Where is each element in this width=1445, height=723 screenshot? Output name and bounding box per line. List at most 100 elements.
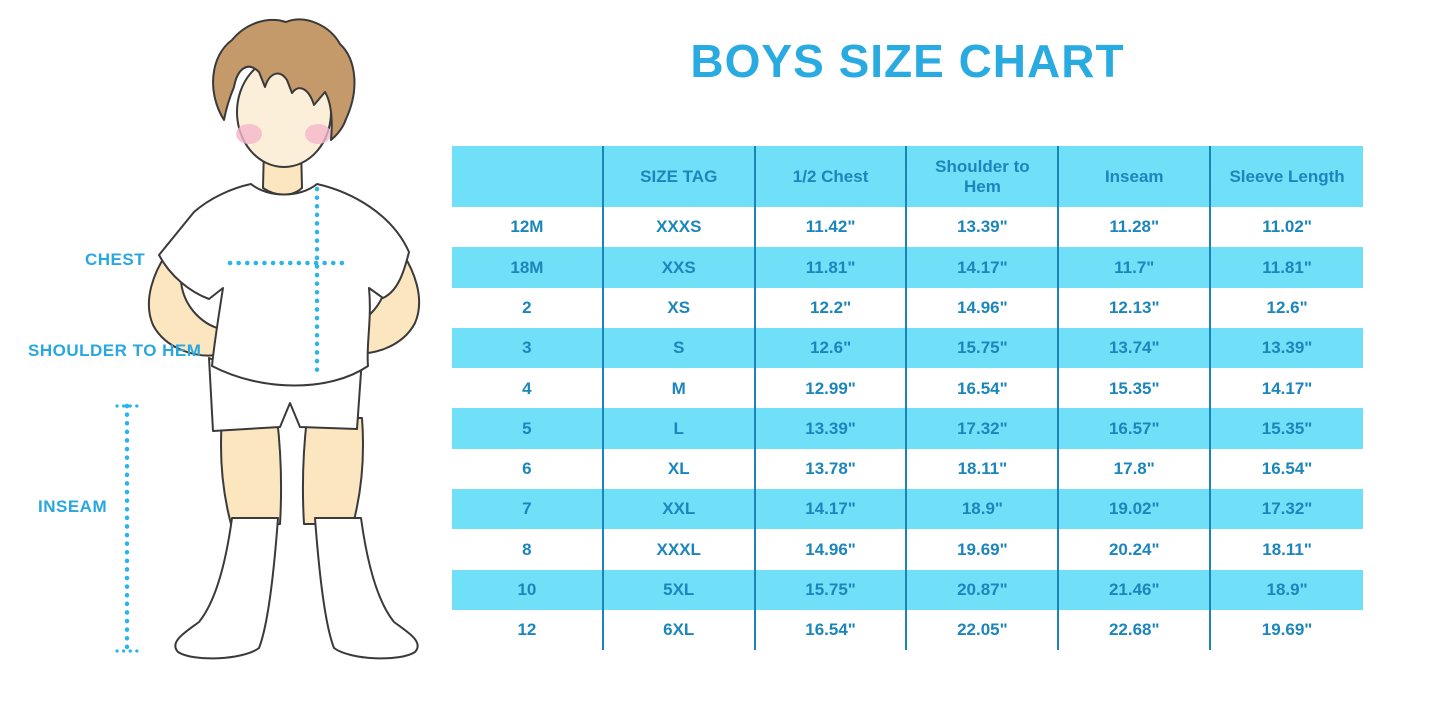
table-cell: 12 <box>452 609 604 651</box>
header-cell: 1/2 Chest <box>756 146 908 207</box>
table-cell: 16.57" <box>1059 408 1212 449</box>
table-cell: 16.54" <box>907 368 1060 409</box>
table-cell: 12M <box>452 207 604 248</box>
table-cell: 15.75" <box>756 569 908 610</box>
table-cell: 13.74" <box>1059 327 1212 369</box>
table-cell: L <box>604 408 756 449</box>
shoulder-to-hem-label: SHOULDER TO HEM <box>28 341 202 360</box>
table-cell: 11.81" <box>756 247 908 288</box>
table-cell: 7 <box>452 489 604 530</box>
table-cell: S <box>604 327 756 369</box>
table-cell: 17.32" <box>907 408 1060 449</box>
tshirt-shape <box>158 183 410 387</box>
table-cell: 14.17" <box>1261 378 1313 398</box>
table-cell: 14.17" <box>756 489 908 530</box>
table-cell: 12.6" <box>1266 297 1308 317</box>
table-cell: 4 <box>452 368 604 409</box>
table-cell: M <box>604 368 756 409</box>
chest-label: CHEST <box>85 250 146 269</box>
header-cell <box>452 146 604 207</box>
table-cell: 17.8" <box>1059 448 1212 490</box>
table-cell: XS <box>604 287 756 328</box>
table-cell: 3 <box>452 327 604 369</box>
table-row: 2 XS 12.2" 14.96" 12.13" 12.6" <box>452 287 1363 328</box>
table-cell: XXS <box>604 247 756 288</box>
size-table: SIZE TAG 1/2 Chest Shoulder to Hem Inseam Sl… <box>452 146 1363 651</box>
header-cell: Shoulder to Hem <box>907 146 1060 207</box>
table-cell: 5XL <box>604 569 756 610</box>
table-cell: 6XL <box>604 609 756 651</box>
header-cell: SIZE TAG <box>604 146 756 207</box>
table-cell: 12.2" <box>756 287 908 328</box>
header-cell: Inseam <box>1059 146 1212 207</box>
left-blush <box>236 124 262 144</box>
table-cell: 19.69" <box>1261 620 1313 640</box>
table-row: 12 6XL 16.54" 22.05" 22.68" 19.69" <box>452 609 1363 651</box>
table-cell: XXXS <box>604 207 756 248</box>
table-cell: 18.9" <box>907 489 1060 530</box>
table-cell: 17.32" <box>1261 499 1313 519</box>
right-blush <box>305 124 331 144</box>
table-cell: 18.11" <box>1262 539 1312 559</box>
measurement-figure: CHEST SHOULDER TO HEM INSEAM <box>0 0 450 723</box>
table-cell: 20.24" <box>1059 529 1212 570</box>
table-row: 8 XXXL 14.96" 19.69" 20.24" 18.11" <box>452 529 1363 570</box>
page-title: BOYS SIZE CHART <box>690 35 1125 87</box>
table-cell: XXXL <box>604 529 756 570</box>
table-cell: 13.39" <box>756 408 908 449</box>
table-cell: 18.9" <box>1266 580 1308 600</box>
hair-shape <box>212 18 356 141</box>
table-cell: 6 <box>452 448 604 490</box>
table-cell: 19.69" <box>907 529 1060 570</box>
table-cell: 16.54" <box>1261 459 1313 479</box>
table-cell: 14.96" <box>756 529 908 570</box>
table-cell: 16.54" <box>756 609 908 651</box>
table-cell: 21.46" <box>1059 569 1212 610</box>
table-cell: XL <box>604 448 756 490</box>
table-cell: 11.81" <box>1262 257 1312 277</box>
table-cell: 11.42" <box>756 207 908 248</box>
table-row: 7 XXL 14.17" 18.9" 19.02" 17.32" <box>452 489 1363 530</box>
table-cell: 10 <box>452 569 604 610</box>
table-cell: 14.17" <box>907 247 1060 288</box>
table-header-row: SIZE TAG 1/2 Chest Shoulder to Hem Inseam Sl… <box>452 146 1363 207</box>
left-leg-shape <box>220 417 282 525</box>
table-row: 18M XXS 11.81" 14.17" 11.7" 11.81" <box>452 247 1363 288</box>
table-cell: 11.7" <box>1059 247 1212 288</box>
table-cell: 12.13" <box>1059 287 1212 328</box>
right-leg-shape <box>302 417 364 525</box>
left-sock-shape <box>174 517 279 660</box>
table-cell: 2 <box>452 287 604 328</box>
table-cell: 18M <box>452 247 604 288</box>
table-cell: 15.35" <box>1261 418 1313 438</box>
table-cell: 20.87" <box>907 569 1060 610</box>
table-row: 12M XXXS 11.42" 13.39" 11.28" 11.02" <box>452 207 1363 248</box>
table-cell: 19.02" <box>1059 489 1212 530</box>
table-row: 3 S 12.6" 15.75" 13.74" 13.39" <box>452 327 1363 369</box>
table-cell: 5 <box>452 408 604 449</box>
header-cell: Sleeve Length <box>1229 166 1345 186</box>
inseam-label: INSEAM <box>38 497 108 516</box>
table-cell: 12.99" <box>756 368 908 409</box>
boy-illustration <box>115 18 421 660</box>
table-cell: 8 <box>452 529 604 570</box>
table-cell: 12.6" <box>756 327 908 369</box>
table-row: 6 XL 13.78" 18.11" 17.8" 16.54" <box>452 448 1363 490</box>
table-cell: 15.75" <box>907 327 1060 369</box>
table-cell: 11.28" <box>1059 207 1212 248</box>
table-cell: XXL <box>604 489 756 530</box>
table-cell: 22.68" <box>1059 609 1212 651</box>
table-cell: 13.39" <box>1261 338 1313 358</box>
table-cell: 13.39" <box>907 207 1060 248</box>
table-cell: 14.96" <box>907 287 1060 328</box>
table-row: 5 L 13.39" 17.32" 16.57" 15.35" <box>452 408 1363 449</box>
table-cell: 22.05" <box>907 609 1060 651</box>
table-row: 10 5XL 15.75" 20.87" 21.46" 18.9" <box>452 569 1363 610</box>
table-row: 4 M 12.99" 16.54" 15.35" 14.17" <box>452 368 1363 409</box>
table-body: 12M XXXS 11.42" 13.39" 11.28" 11.02" 18M XXS 11.… <box>452 207 1363 651</box>
table-cell: 15.35" <box>1059 368 1212 409</box>
table-cell: 13.78" <box>756 448 908 490</box>
table-cell: 11.02" <box>1262 217 1312 237</box>
table-cell: 18.11" <box>907 448 1060 490</box>
